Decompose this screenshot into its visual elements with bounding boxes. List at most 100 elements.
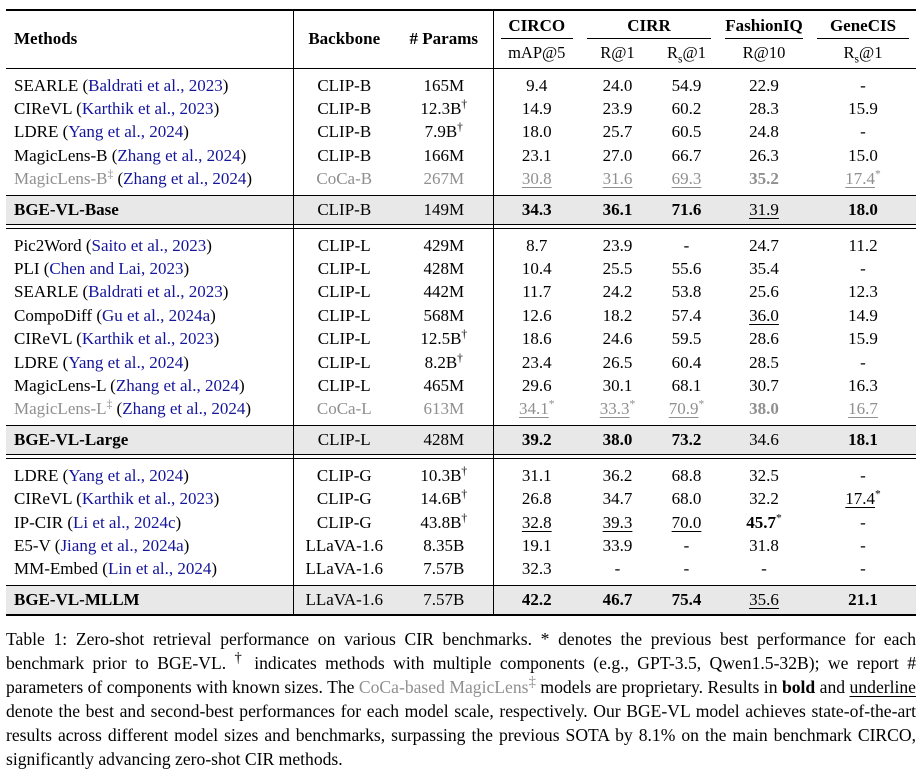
metric-value-cell: 68.1: [671, 375, 702, 395]
caption-segment: indicates methods with multiple componen…: [6, 652, 916, 697]
citation-link[interactable]: Yang et al., 2024: [68, 465, 184, 485]
citation-link[interactable]: Karthik et al., 2023: [81, 489, 214, 509]
params-cell: 165M: [395, 68, 494, 97]
method-name: MM-Embed: [14, 559, 99, 579]
params-cell: 10.3B†: [395, 458, 494, 488]
benchmark-group-genecis: GeneCIS: [810, 10, 916, 41]
metric-value-cell: 35.4: [749, 258, 779, 278]
metric-value-cell: 38.0: [749, 399, 779, 419]
method-cell: BGE-VL-Large: [6, 424, 294, 455]
metric-value-cell: 33.3*: [599, 398, 636, 419]
citation-link[interactable]: Zhang et al., 2024: [123, 169, 247, 189]
citation-link[interactable]: Gu et al., 2024a: [102, 305, 211, 325]
method-cell: CIReVL (Karthik et al., 2023): [6, 327, 294, 351]
metric-value-cell: 16.7: [848, 399, 878, 419]
metric-sub: s: [854, 53, 860, 66]
metric-value-cell: 23.1: [521, 145, 552, 165]
bge-vl-highlight-row: BGE-VL-Large CLIP-L 428M 39.2 38.0 73.2 34.6 18…: [6, 424, 917, 455]
metric-value-cell: 68.0: [671, 489, 702, 509]
metric-value-cell: 70.9*: [668, 398, 705, 419]
metric-value-cell: 34.6: [718, 424, 811, 455]
paren: ): [240, 145, 247, 165]
method-cell: MM-Embed (Lin et al., 2024): [6, 557, 294, 586]
metric-value-cell: 35.6: [718, 584, 811, 615]
citation-link[interactable]: Karthik et al., 2023: [81, 329, 214, 349]
paren: (: [76, 98, 82, 118]
citation-link[interactable]: Yang et al., 2024: [68, 122, 184, 142]
params-cell: 12.5B†: [395, 327, 494, 351]
citation-link[interactable]: Zhang et al., 2024: [115, 375, 240, 395]
paren: (: [54, 536, 61, 555]
caption-segment: underline: [849, 676, 916, 697]
paren: (: [111, 145, 118, 165]
citation-link[interactable]: Li et al., 2024c: [73, 512, 176, 532]
citation-link[interactable]: Saito et al., 2023: [91, 235, 207, 255]
params-cell: 442M: [395, 280, 494, 304]
method-row: CIReVL (Karthik et al., 2023) CLIP-G 14.6B…: [6, 487, 916, 511]
citation-link[interactable]: Zhang et al., 2024: [122, 399, 246, 419]
citation-link[interactable]: Baldrati et al., 2023: [88, 282, 223, 302]
metric-value-cell: 31.9: [718, 194, 811, 225]
method-row: MagicLens-L‡ (Zhang et al., 2024) CoCa-L 6…: [6, 397, 916, 426]
method-row: LDRE (Yang et al., 2024) CLIP-G 10.3B† 31.1…: [6, 458, 916, 488]
bge-vl-highlight-row: BGE-VL-MLLM LLaVA-1.6 7.57B 42.2 46.7 75.4 35.…: [6, 584, 917, 615]
paren: (: [117, 169, 124, 189]
paren: ): [239, 375, 245, 395]
metric-value-cell: 17.4*: [845, 168, 881, 189]
divider-cell: [493, 453, 917, 459]
metric-value-cell: 26.3: [749, 145, 779, 165]
metric-label: R@10: [742, 43, 786, 63]
method-name: IP-CIR: [14, 512, 64, 532]
benchmark-group-row: Methods Backbone # Params CIRCO CIRR Fas…: [6, 10, 916, 69]
metric-value-cell: 32.5: [749, 465, 779, 485]
method-name: BGE-VL-MLLM: [14, 589, 140, 609]
prev-best-star: *: [629, 398, 636, 411]
citation-link[interactable]: Zhang et al., 2024: [117, 145, 241, 165]
metric-value-cell: 73.2: [655, 424, 719, 455]
citation-link[interactable]: Karthik et al., 2023: [81, 98, 214, 118]
metric-value-cell: 16.3: [848, 375, 878, 395]
method-cell: MagicLens-B (Zhang et al., 2024): [6, 143, 294, 168]
metric-value-cell: 11.2: [848, 235, 878, 255]
metric-value-cell: 55.6: [671, 258, 702, 278]
benchmark-label: CIRR: [587, 16, 712, 39]
multi-component-dagger: †: [461, 98, 468, 111]
paren: ): [183, 352, 189, 372]
metric-value-cell: 70.0: [671, 512, 702, 532]
method-name: BGE-VL-Large: [14, 429, 129, 449]
metric-value-cell: 8.7: [526, 235, 548, 255]
citation-link[interactable]: Chen and Lai, 2023: [49, 258, 184, 278]
metric-value-cell: 69.3: [671, 169, 702, 189]
metric-value-cell: 60.5: [671, 122, 702, 142]
paren: (: [62, 465, 69, 485]
paren: ): [206, 235, 212, 255]
citation-link[interactable]: Lin et al., 2024: [107, 559, 212, 579]
benchmark-label: FashionIQ: [725, 16, 804, 39]
citation-link[interactable]: Baldrati et al., 2023: [88, 75, 223, 95]
metric-value-cell: 29.6: [521, 375, 552, 395]
params-cell: 7.57B: [395, 584, 494, 615]
metric-value-cell: 34.3: [493, 194, 580, 225]
metric-value-cell: 21.1: [810, 584, 917, 615]
metric-value-cell: 25.6: [749, 282, 779, 302]
column-header-backbone: Backbone: [293, 10, 395, 69]
metric-value-cell: 31.8: [749, 536, 779, 555]
citation-link[interactable]: Jiang et al., 2024a: [60, 536, 184, 555]
method-cell: LDRE (Yang et al., 2024): [6, 458, 294, 488]
method-name: PLI: [14, 258, 40, 278]
paren: (: [102, 559, 108, 579]
section-divider: [6, 223, 917, 229]
method-row: MM-Embed (Lin et al., 2024) LLaVA-1.6 7.57…: [6, 557, 916, 586]
metric-value-cell: -: [683, 536, 690, 555]
method-cell: SEARLE (Baldrati et al., 2023): [6, 280, 294, 304]
method-row: E5-V (Jiang et al., 2024a) LLaVA-1.6 8.35B…: [6, 534, 916, 558]
method-cell: BGE-VL-Base: [6, 194, 294, 225]
backbone-cell: CLIP-B: [317, 75, 372, 95]
metric-header-map5: mAP@5: [493, 41, 580, 69]
metric-value-cell: 45.7*: [746, 511, 782, 532]
citation-link[interactable]: Yang et al., 2024: [68, 352, 184, 372]
metric-value-cell: 34.1*: [519, 398, 555, 419]
metric-label: R@1: [600, 43, 635, 63]
paren: ): [211, 559, 218, 579]
method-cell: CIReVL (Karthik et al., 2023): [6, 96, 294, 121]
